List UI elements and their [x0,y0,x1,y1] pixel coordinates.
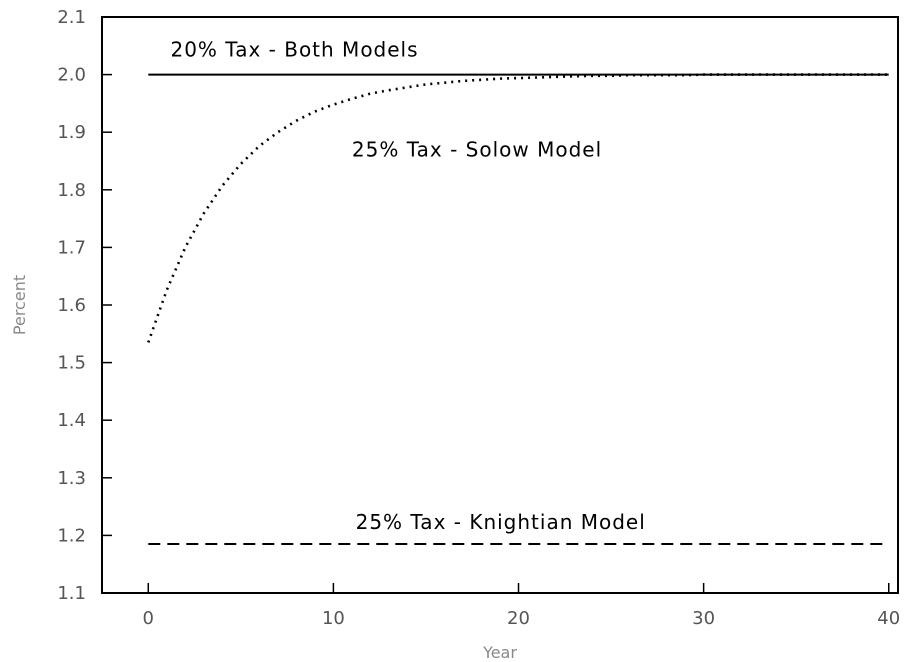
series-dotted-line [147,73,889,343]
x-tick-label: 10 [322,608,345,629]
y-tick-label: 2.0 [57,65,86,86]
annotation-layer: 20% Tax - Both Models 25% Tax - Solow Mod… [170,38,646,534]
x-axis-ticks: 0 10 20 30 40 [143,583,900,629]
series-annotation-label: 25% Tax - Knightian Model [356,510,646,534]
y-tick-label: 2.1 [57,7,86,28]
y-tick-label: 1.2 [57,525,86,546]
y-tick-label: 1.8 [57,180,86,201]
x-tick-label: 30 [692,608,715,629]
y-tick-label: 1.6 [57,295,86,316]
series-annotation-label: 25% Tax - Solow Model [352,137,602,161]
series-layer [147,73,889,545]
y-tick-label: 1.4 [57,410,86,431]
y-axis-title: Percent [10,275,29,335]
x-tick-label: 0 [143,608,154,629]
x-tick-label: 40 [877,608,900,629]
y-axis-ticks: 1.1 1.2 1.3 1.4 1.5 1.6 1.7 1.8 1.9 2.0 2.1 [57,7,112,604]
y-tick-label: 1.9 [57,122,86,143]
y-tick-label: 1.5 [57,353,86,374]
y-tick-label: 1.1 [57,583,86,604]
plot-frame [101,16,899,594]
x-axis-title: Year [482,643,517,662]
y-tick-label: 1.3 [57,468,86,489]
series-annotation-label: 20% Tax - Both Models [170,38,418,62]
x-tick-label: 20 [507,608,530,629]
y-tick-label: 1.7 [57,237,86,258]
